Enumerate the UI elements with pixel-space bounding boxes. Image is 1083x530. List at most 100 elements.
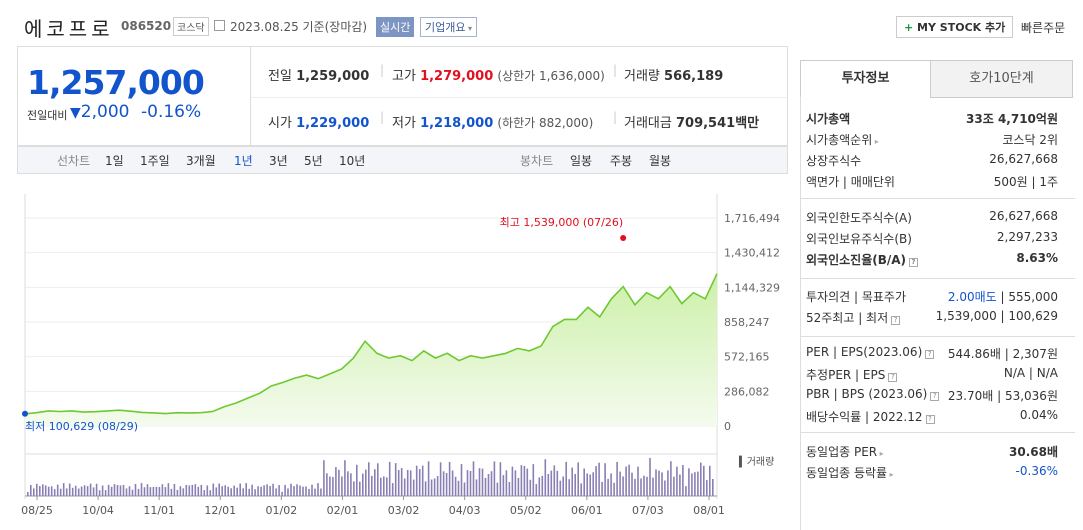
high-point-marker [620,235,627,241]
volume-bar [490,471,493,496]
volume-bar [185,484,188,496]
open-value: 1,229,000 [296,116,370,131]
volume-bar [149,487,152,496]
volume-bar [30,485,32,496]
volume-bar [290,483,292,496]
volume-bar [251,484,253,496]
corp-info-dropdown[interactable]: 기업개요 ▾ [420,17,478,37]
high-annotation: 최고 1,539,000 (07/26) [500,216,624,229]
volume-bar [77,488,80,496]
help-icon[interactable]: ? [909,258,919,267]
tab-invest-info[interactable]: 투자정보 [800,60,931,98]
volume-bar [311,484,313,496]
x-tick-label: 03/02 [388,504,420,517]
panel-divider [800,278,1075,279]
volume-bar [296,484,298,496]
volume-bar [383,476,385,496]
change-percent: -0.16% [141,102,202,122]
volume-bar [442,471,445,496]
volume-bar [526,468,529,496]
volume-bar [365,469,367,496]
volume-bar [670,461,672,496]
volume-bar [92,487,95,496]
volume-bar [338,469,340,496]
volume-bar [430,479,433,496]
line-chart-label: 선차트 [57,154,91,168]
volume-bar [368,462,370,496]
help-icon[interactable]: ? [888,373,898,382]
info-key: 외국인소진율(B/A)? [806,251,919,268]
candle-weekly[interactable]: 주봉 [610,154,633,168]
volume-bar [260,486,262,496]
volume-bar [604,463,606,496]
volume-bar [27,492,29,496]
stock-name: 에코프로 [24,17,114,41]
period-5y[interactable]: 5년 [304,154,323,168]
volume-bar [71,487,74,496]
volume-bar [460,464,463,496]
help-icon[interactable]: ? [930,392,940,401]
volume-bar [469,471,472,496]
volume-bar [329,476,331,496]
volume-bar [308,488,310,496]
info-key: PER | EPS(2023.06)? [806,345,935,359]
x-tick-label: 04/03 [449,504,481,517]
period-1w[interactable]: 1주일 [140,154,170,168]
volume-bar [598,462,600,496]
volume-bar [320,488,322,496]
period-10y[interactable]: 10년 [339,154,366,168]
realtime-button[interactable]: 실시간 [376,17,415,37]
candle-monthly[interactable]: 월봉 [649,154,672,168]
tab-order-book[interactable]: 호가10단계 [930,60,1073,98]
help-icon[interactable]: ? [925,350,935,359]
price-chart[interactable]: 1,716,494 1,430,412 1,144,329 858,247 572,16… [17,174,788,530]
info-key[interactable]: 동일업종 PER ▸ [806,445,884,459]
info-key[interactable]: 동일업종 등락률 ▸ [806,466,894,480]
y-tick-label: 1,144,329 [724,281,780,294]
help-icon[interactable]: ? [925,415,935,424]
volume-bar [613,482,615,496]
volume-bar [128,486,131,496]
info-row: 동일업종 등락률 ▸ -0.36% [806,464,1058,484]
volume-bar [89,483,92,496]
volume-bar [535,484,538,496]
price-line [24,273,718,415]
info-value: 2,297,233 [996,230,1058,244]
period-1y[interactable]: 1년 [234,154,253,168]
divider [251,97,788,98]
volume-value: 566,189 [664,69,724,84]
volume-bar [691,473,693,496]
open-label: 시가 [268,116,292,131]
info-key: 액면가 | 매매단위 [806,175,895,189]
volume-bar [227,486,229,496]
volume-bar [44,485,47,496]
price-panel [17,46,788,146]
volume-bar [697,471,699,496]
help-icon[interactable]: ? [891,316,901,325]
volume-bar [95,483,98,496]
x-tick-label: 10/04 [82,504,114,517]
quick-order-link[interactable]: 빠른주문 [1021,21,1066,35]
volume-bar [140,483,143,496]
volume-bar [344,460,346,496]
volume-bar [418,469,421,496]
mystock-add-button[interactable]: + MY STOCK 추가 [896,16,1014,38]
volume-bar [374,469,376,496]
candle-daily[interactable]: 일봉 [570,154,593,168]
info-key[interactable]: 시가총액순위 ▸ [806,133,879,147]
volume-bar [314,488,316,496]
volume-bar [553,465,556,496]
volume-bar [409,470,412,496]
period-3y[interactable]: 3년 [269,154,288,168]
volume-bar [356,464,358,496]
period-1d[interactable]: 1일 [105,154,124,168]
volume-bar [239,483,241,496]
volume-bar [448,461,451,496]
volume-bar [36,483,38,496]
volume-bar [394,463,397,496]
period-3m[interactable]: 3개월 [186,154,216,168]
volume-bar [224,485,226,496]
volume-bar [625,466,627,496]
volume-bar [116,485,119,496]
volume-bar [42,484,44,496]
